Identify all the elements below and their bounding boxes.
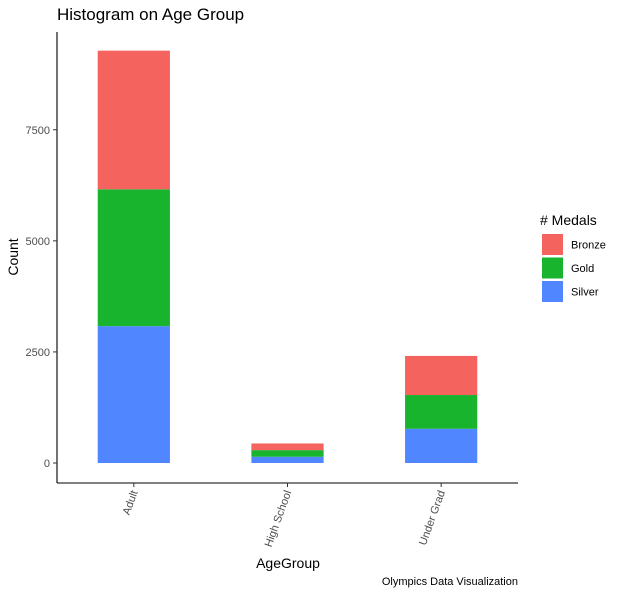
chart-caption: Olympics Data Visualization xyxy=(382,576,518,588)
legend-swatch-silver xyxy=(542,281,563,302)
y-axis-ticks: 0 2500 5000 7500 xyxy=(26,125,57,470)
x-axis-title: AgeGroup xyxy=(256,555,320,571)
x-tick-label-high-school: High School xyxy=(263,489,295,549)
legend-label-gold: Gold xyxy=(571,263,594,275)
y-tick-label: 5000 xyxy=(26,236,50,248)
plot-panel xyxy=(97,50,478,464)
legend-label-bronze: Bronze xyxy=(571,240,606,252)
bar-high-school-silver xyxy=(251,456,324,463)
bar-adult-gold xyxy=(97,189,170,327)
legend-title: # Medals xyxy=(540,212,597,228)
bar-adult-silver xyxy=(97,326,170,464)
y-axis-title: Count xyxy=(5,238,21,275)
legend-items: Bronze Gold Silver xyxy=(542,234,606,302)
bar-under-grad-bronze xyxy=(405,355,478,396)
legend: # Medals Bronze Gold Silver xyxy=(540,212,606,302)
y-tick-label: 0 xyxy=(44,458,50,470)
x-axis-ticks: Adult High School Under Grad xyxy=(121,483,448,549)
y-tick-label: 7500 xyxy=(26,125,50,137)
legend-label-silver: Silver xyxy=(571,287,599,299)
y-tick-label: 2500 xyxy=(26,347,50,359)
bar-adult-bronze xyxy=(97,50,170,190)
x-tick-label-adult: Adult xyxy=(121,489,141,517)
bar-high-school-gold xyxy=(251,450,324,457)
bar-under-grad-silver xyxy=(405,428,478,463)
chart-title: Histogram on Age Group xyxy=(57,5,244,24)
x-tick-label-under-grad: Under Grad xyxy=(417,489,448,547)
bar-high-school-bronze xyxy=(251,443,324,451)
legend-swatch-bronze xyxy=(542,234,563,255)
bar-under-grad-gold xyxy=(405,395,478,429)
legend-swatch-gold xyxy=(542,257,563,279)
